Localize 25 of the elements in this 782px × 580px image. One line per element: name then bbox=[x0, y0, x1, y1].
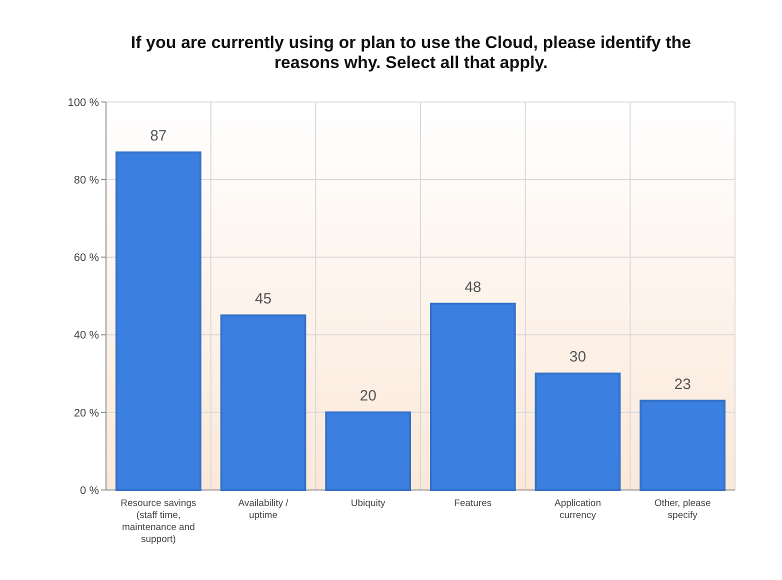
data-label: 45 bbox=[254, 290, 272, 308]
bar bbox=[115, 151, 202, 491]
chart-title: If you are currently using or plan to use the Cloud, please identify the reasons why. Select all that apply. bbox=[130, 33, 692, 72]
bar bbox=[640, 400, 726, 491]
bar bbox=[325, 411, 412, 491]
x-tick-label: Application currency bbox=[554, 498, 601, 521]
bar bbox=[534, 372, 621, 491]
x-tick-label: Resource savings (staff time, maintenance and support) bbox=[120, 498, 196, 545]
x-tick-label: Other, please specify bbox=[654, 498, 711, 521]
y-tick-label: 20 % bbox=[74, 407, 100, 420]
x-tick-label: Features bbox=[454, 498, 492, 509]
y-tick-label: 80 % bbox=[74, 174, 100, 186]
data-label: 87 bbox=[150, 127, 167, 144]
data-label: 20 bbox=[360, 387, 376, 404]
bar bbox=[430, 302, 516, 491]
x-tick-label: Availability / uptime bbox=[238, 498, 289, 521]
data-label: 48 bbox=[464, 278, 482, 296]
x-tick-label: Ubiquity bbox=[350, 498, 386, 509]
y-tick-label: 40 % bbox=[74, 330, 100, 342]
bar bbox=[220, 314, 306, 491]
data-label: 30 bbox=[569, 348, 586, 366]
data-label: 23 bbox=[674, 376, 691, 393]
y-tick-label: 0 % bbox=[80, 484, 100, 497]
y-tick-label: 100 % bbox=[68, 96, 100, 109]
y-tick-label: 60 % bbox=[74, 252, 100, 264]
